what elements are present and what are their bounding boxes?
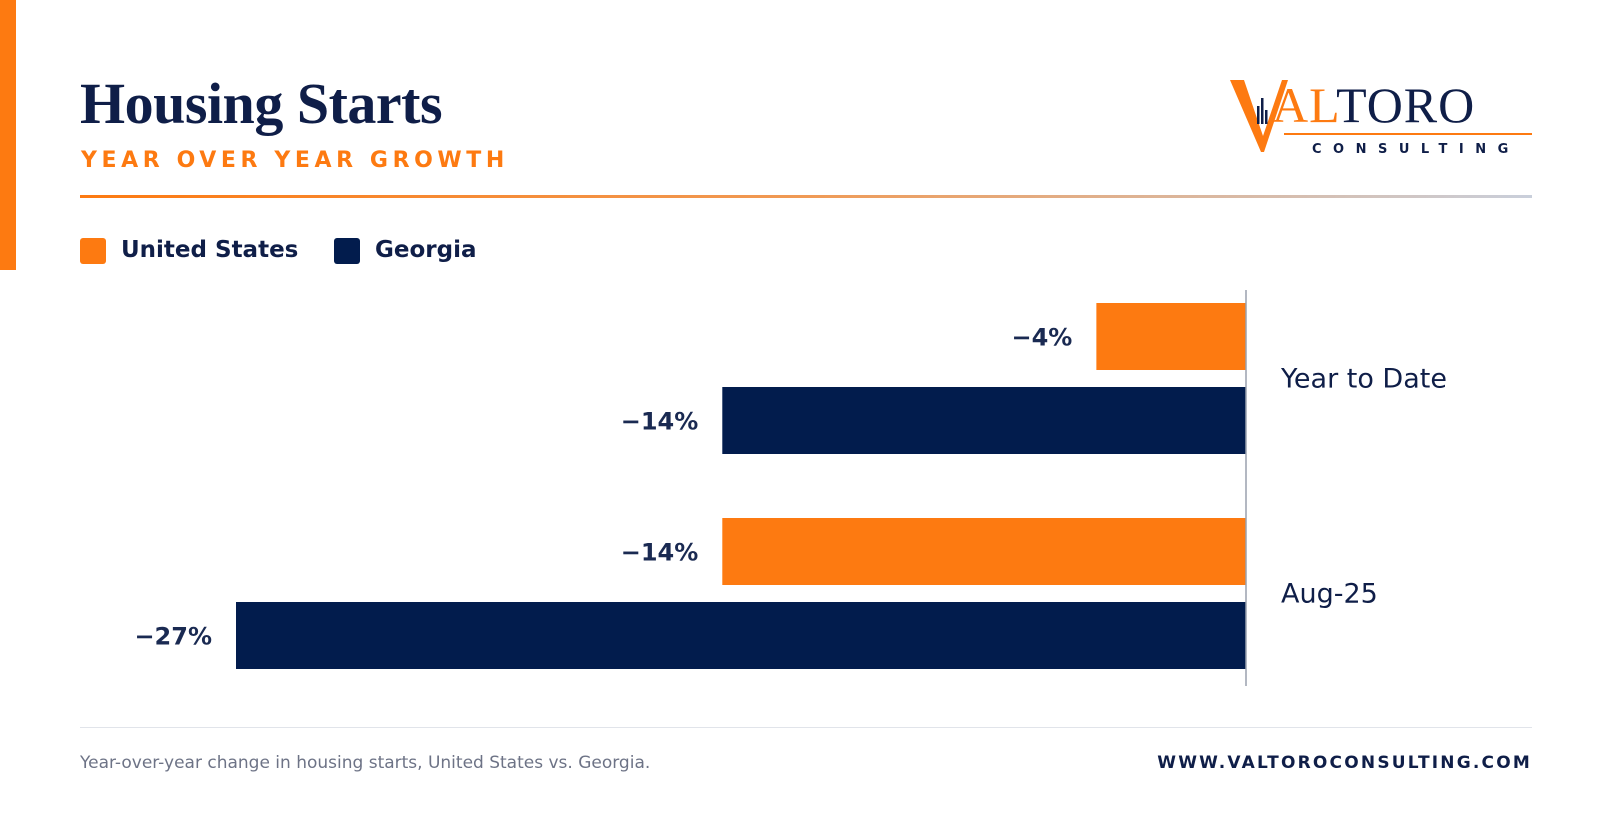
category-label-aug-25: Aug-25 xyxy=(1281,579,1378,610)
bar-georgia-aug-25 xyxy=(236,602,1246,669)
data-label-georgia-year-to-date: −14% xyxy=(621,408,699,436)
page-subtitle: YEAR OVER YEAR GROWTH xyxy=(81,148,509,173)
bar-united-states-aug-25 xyxy=(722,518,1246,585)
legend-label-georgia: Georgia xyxy=(375,237,477,263)
bar-georgia-year-to-date xyxy=(722,387,1246,454)
logo-v-mark-icon xyxy=(1230,80,1288,152)
page-title: Housing Starts xyxy=(80,71,443,136)
footer-note: Year-over-year change in housing starts,… xyxy=(80,753,651,773)
header-divider xyxy=(80,195,1532,198)
data-label-georgia-aug-25: −27% xyxy=(134,623,212,651)
footer-url: WWW.VALTOROCONSULTING.COM xyxy=(1157,753,1532,773)
bar-united-states-year-to-date xyxy=(1096,303,1246,370)
valtoro-logo: ALTORO CONSULTING xyxy=(1230,72,1532,164)
logo-underline xyxy=(1284,133,1532,135)
legend-swatch-georgia xyxy=(334,238,360,264)
data-label-united-states-year-to-date: −4% xyxy=(1012,324,1073,352)
legend-label-united-states: United States xyxy=(121,237,299,263)
logo-wordmark-accent: AL xyxy=(1272,77,1337,133)
data-label-united-states-aug-25: −14% xyxy=(621,539,699,567)
footer-divider xyxy=(80,727,1532,728)
accent-bar xyxy=(0,0,16,270)
logo-tagline: CONSULTING xyxy=(1312,142,1520,157)
legend-swatch-united-states xyxy=(80,238,106,264)
logo-wordmark-rest: TORO xyxy=(1336,77,1476,133)
category-label-year-to-date: Year to Date xyxy=(1280,364,1447,395)
logo-wordmark: ALTORO xyxy=(1272,76,1475,134)
